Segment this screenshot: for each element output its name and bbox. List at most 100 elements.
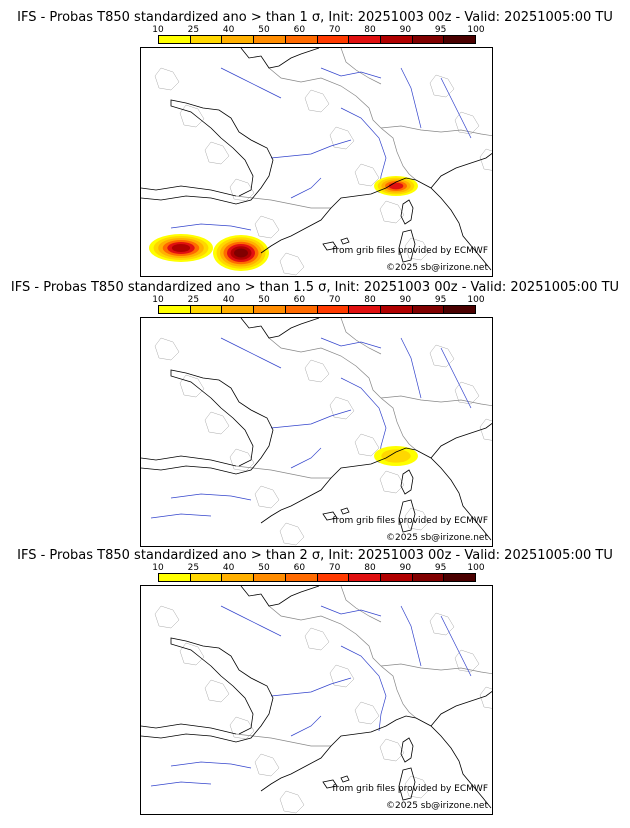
river bbox=[400, 605, 422, 667]
colorbar-label: 50 bbox=[258, 563, 270, 573]
colorbar-swatch bbox=[317, 574, 350, 581]
colorbar-label: 40 bbox=[222, 295, 235, 305]
colorbar bbox=[158, 573, 476, 582]
admin-boundary bbox=[454, 111, 480, 135]
river bbox=[150, 513, 212, 519]
river bbox=[170, 223, 252, 231]
river bbox=[440, 347, 472, 409]
admin-boundary bbox=[304, 89, 330, 113]
admin-boundary bbox=[279, 252, 305, 276]
credit-text: from grib files provided by ECMWF bbox=[332, 516, 488, 526]
map-base bbox=[141, 318, 492, 546]
country-border bbox=[268, 67, 382, 129]
country-border bbox=[380, 127, 417, 181]
coastline bbox=[430, 153, 492, 189]
admin-boundary bbox=[379, 470, 405, 494]
colorbar-label: 50 bbox=[258, 295, 270, 305]
admin-boundary bbox=[204, 679, 230, 703]
admin-boundary bbox=[254, 485, 280, 509]
credit-text: from grib files provided by ECMWF bbox=[332, 784, 488, 794]
admin-boundary bbox=[354, 163, 380, 187]
country-border bbox=[380, 663, 492, 675]
colorbar-swatch bbox=[285, 36, 318, 43]
river bbox=[320, 605, 382, 617]
river bbox=[270, 139, 352, 159]
corsica-coast bbox=[400, 737, 414, 763]
colorbar-swatch bbox=[349, 306, 381, 313]
country-border bbox=[340, 586, 382, 623]
admin-boundary bbox=[154, 67, 180, 91]
colorbar-label: 90 bbox=[399, 25, 412, 35]
admin-boundary bbox=[454, 381, 480, 405]
colorbar-label: 80 bbox=[364, 563, 376, 573]
admin-boundary bbox=[429, 612, 455, 636]
probability-contour bbox=[381, 449, 411, 463]
admin-boundary bbox=[254, 753, 280, 777]
colorbar-label: 40 bbox=[222, 563, 235, 573]
country-border bbox=[340, 48, 382, 85]
colorbar-swatch bbox=[190, 306, 223, 313]
admin-boundary bbox=[154, 337, 180, 361]
colorbar-label: 40 bbox=[222, 25, 235, 35]
admin-boundary bbox=[404, 775, 430, 799]
river bbox=[320, 67, 382, 79]
colorbar-swatch bbox=[254, 574, 286, 581]
admin-boundary bbox=[479, 148, 492, 171]
admin-boundary bbox=[204, 411, 230, 435]
country-border bbox=[380, 395, 492, 407]
colorbar-label: 25 bbox=[187, 25, 200, 35]
colorbar-swatch bbox=[254, 306, 286, 313]
river bbox=[170, 493, 252, 501]
colorbar-swatch bbox=[222, 306, 255, 313]
river bbox=[400, 337, 422, 399]
panel-title: IFS - Probas T850 standardized ano > tha… bbox=[17, 548, 613, 563]
colorbar-label: 10 bbox=[152, 563, 164, 573]
coastline bbox=[141, 48, 320, 205]
colorbar-swatch bbox=[159, 306, 191, 313]
colorbar-label: 95 bbox=[434, 563, 447, 573]
admin-boundary bbox=[204, 141, 230, 165]
colorbar-swatch bbox=[412, 574, 445, 581]
sardinia-coast bbox=[398, 767, 416, 801]
colorbar-labels: 10 25 40 50 60 70 80 90 95 100 bbox=[152, 563, 484, 573]
admin-boundary bbox=[304, 359, 330, 383]
admin-boundary bbox=[179, 104, 205, 128]
probability-contour bbox=[388, 182, 404, 190]
river bbox=[290, 447, 322, 469]
river bbox=[340, 645, 387, 732]
copyright-text: ©2025 sb@irizone.net bbox=[386, 533, 488, 543]
corsica-coast bbox=[400, 199, 414, 225]
admin-boundary bbox=[429, 344, 455, 368]
colorbar-swatch bbox=[444, 574, 476, 581]
admin-boundary bbox=[354, 433, 380, 457]
admin-boundary bbox=[279, 790, 305, 814]
country-border bbox=[235, 733, 331, 747]
river bbox=[170, 761, 252, 769]
corsica-coast bbox=[400, 469, 414, 495]
colorbar-labels: 10 25 40 50 60 70 80 90 95 100 bbox=[152, 25, 484, 35]
colorbar-label: 80 bbox=[364, 295, 376, 305]
panel-title: IFS - Probas T850 standardized ano > tha… bbox=[10, 280, 620, 295]
colorbar-label: 10 bbox=[152, 25, 164, 35]
admin-boundary bbox=[329, 126, 355, 150]
admin-boundary bbox=[154, 605, 180, 629]
copyright-text: ©2025 sb@irizone.net bbox=[386, 801, 488, 811]
map: from grib files provided by ECMWF ©2025 … bbox=[140, 317, 493, 547]
river bbox=[220, 337, 282, 369]
coastline bbox=[260, 177, 492, 271]
river bbox=[320, 337, 382, 349]
colorbar-swatch bbox=[254, 36, 286, 43]
country-border bbox=[235, 465, 331, 479]
admin-boundary bbox=[379, 738, 405, 762]
coastline bbox=[260, 715, 492, 809]
colorbar-label: 70 bbox=[328, 563, 341, 573]
colorbar-swatch bbox=[285, 306, 318, 313]
admin-boundary bbox=[254, 215, 280, 239]
probability-contour bbox=[171, 244, 191, 252]
colorbar-swatch bbox=[317, 306, 350, 313]
map: from grib files provided by ECMWF ©2025 … bbox=[140, 585, 493, 815]
colorbar-label: 60 bbox=[293, 295, 306, 305]
map-base bbox=[141, 586, 492, 814]
map-base bbox=[141, 48, 492, 276]
country-border bbox=[235, 195, 331, 209]
